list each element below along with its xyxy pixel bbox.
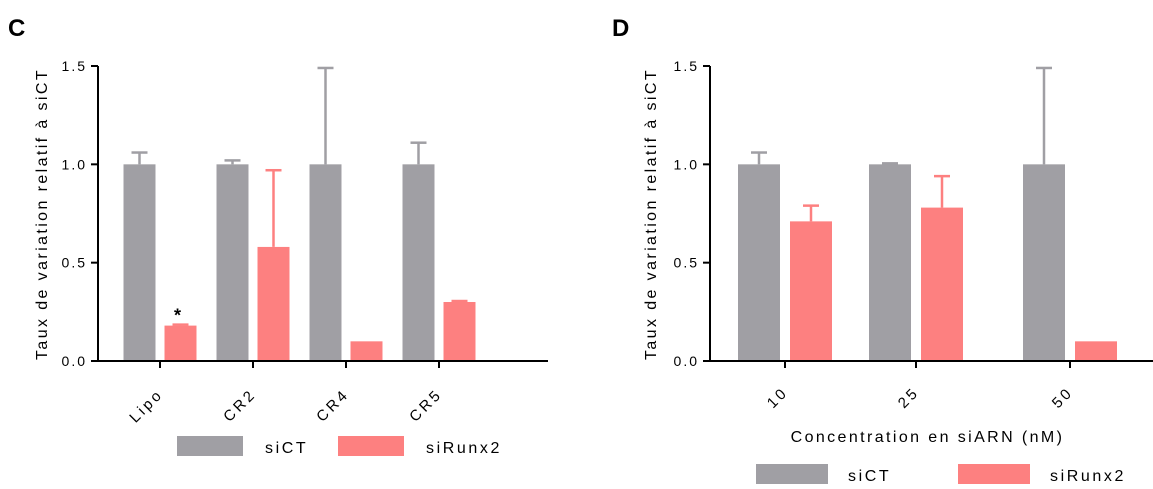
x-tick-label: CR4 <box>313 386 353 426</box>
y-tick-label: 1.5 <box>674 58 699 74</box>
x-tick-label: Lipo <box>126 386 167 427</box>
legend-swatch-sirunx2 <box>958 464 1030 484</box>
bar-sict-cr5 <box>402 164 435 361</box>
y-tick-label: 1.0 <box>62 156 87 172</box>
y-tick-label: 1.5 <box>62 58 87 74</box>
x-tick-label: 50 <box>1049 384 1077 412</box>
y-tick-label: 0.5 <box>62 255 87 271</box>
x-tick-label: CR5 <box>406 386 446 426</box>
legend-swatch-sict <box>756 464 828 484</box>
bar-sirunx2-25 <box>921 207 963 361</box>
panel-c-letter: C <box>8 15 25 42</box>
bar-sict-lipo <box>123 164 156 361</box>
bar-sirunx2-cr4 <box>350 341 383 361</box>
y-tick-label: 1.0 <box>674 156 699 172</box>
legend-swatch-sirunx2 <box>338 436 404 456</box>
bar-sirunx2-cr2 <box>257 246 290 361</box>
panel-d-chart: D Taux de variation relatif à siCT 0.0 0.5 1… <box>612 15 1153 485</box>
bar-sict-10 <box>738 164 780 361</box>
significance-marker: * <box>174 306 181 326</box>
bar-sirunx2-lipo <box>164 325 197 361</box>
y-tick-label: 0.0 <box>62 353 87 369</box>
legend-swatch-sict <box>177 436 243 456</box>
panel-d-letter: D <box>612 15 629 42</box>
bar-sict-cr2 <box>216 164 249 361</box>
panel-c-chart: C Taux de variation relatif à siCT * 0.0 0.5… <box>8 15 548 457</box>
bar-sirunx2-cr5 <box>443 302 476 361</box>
bar-sict-50 <box>1023 164 1065 361</box>
legend-label-sict: siCT <box>265 440 308 457</box>
x-tick-label: 10 <box>764 384 792 412</box>
y-tick-label: 0.5 <box>674 255 699 271</box>
x-tick-label: CR2 <box>220 386 260 426</box>
bar-sirunx2-10 <box>790 221 832 361</box>
y-axis-title: Taux de variation relatif à siCT <box>643 68 660 360</box>
bar-sirunx2-50 <box>1075 341 1117 361</box>
legend-label-sict: siCT <box>848 468 891 485</box>
x-tick-label: 25 <box>895 384 923 412</box>
bar-sict-cr4 <box>309 164 342 361</box>
x-axis-title: Concentration en siARN (nM) <box>791 429 1065 446</box>
y-axis-title: Taux de variation relatif à siCT <box>34 68 51 360</box>
legend-label-sirunx2: siRunx2 <box>1050 468 1126 485</box>
legend-label-sirunx2: siRunx2 <box>426 440 502 457</box>
y-tick-label: 0.0 <box>674 353 699 369</box>
bar-sict-25 <box>869 164 911 361</box>
